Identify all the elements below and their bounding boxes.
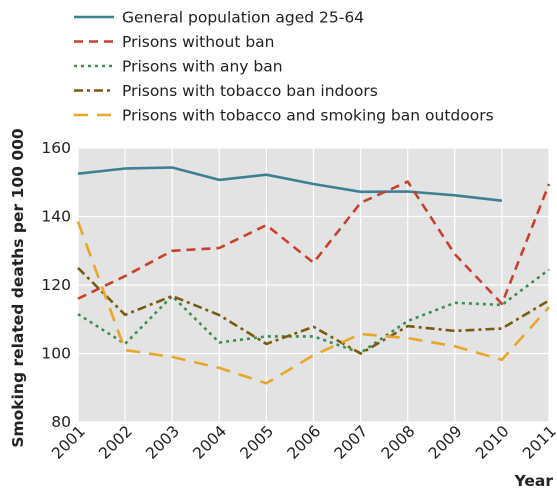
y-tick-label-120: 120 bbox=[41, 276, 71, 294]
series-lines bbox=[76, 166, 551, 385]
x-tick-label-2011: 2011 bbox=[519, 422, 557, 463]
y-tick-label-140: 140 bbox=[41, 208, 71, 226]
legend-label-prisons-without-ban: Prisons without ban bbox=[122, 33, 275, 51]
x-tick-label-2003: 2003 bbox=[142, 422, 183, 463]
x-axis-label: Year bbox=[514, 472, 554, 490]
y-axis-ticks: 80 100 120 140 160 bbox=[41, 139, 71, 431]
y-tick-label-100: 100 bbox=[41, 345, 71, 363]
x-axis-ticks: 2001 2002 2003 2004 2005 2006 2007 2008 2009 2010… bbox=[48, 422, 557, 463]
x-tick-label-2009: 2009 bbox=[425, 422, 466, 463]
gridlines bbox=[77, 147, 550, 423]
series-line-general-population-aged-25-64 bbox=[77, 166, 503, 202]
x-tick-label-2010: 2010 bbox=[472, 422, 513, 463]
legend-label-prisons-with-tobacco-ban-indoors: Prisons with tobacco ban indoors bbox=[122, 82, 378, 100]
y-axis-label: Smoking related deaths per 100 000 bbox=[9, 128, 27, 448]
series-line-prisons-without-ban bbox=[77, 180, 551, 306]
y-tick-label-80: 80 bbox=[51, 413, 71, 431]
legend-label-prisons-with-tobacco-and-smoking-ban-outdoors: Prisons with tobacco and smoking ban out… bbox=[122, 107, 494, 125]
series-line-prisons-with-any-ban bbox=[77, 268, 550, 355]
x-tick-label-2002: 2002 bbox=[95, 422, 136, 463]
x-tick-label-2004: 2004 bbox=[190, 422, 231, 463]
series-line-prisons-with-tobacco-ban-indoors bbox=[77, 266, 550, 355]
x-tick-label-2008: 2008 bbox=[378, 422, 419, 463]
x-tick-label-2005: 2005 bbox=[237, 422, 278, 463]
legend-label-prisons-with-any-ban: Prisons with any ban bbox=[122, 58, 283, 76]
legend: General population aged 25-64 Prisons wit… bbox=[74, 9, 494, 125]
x-tick-label-2007: 2007 bbox=[331, 422, 372, 463]
legend-label-general-population-aged-25-64: General population aged 25-64 bbox=[122, 9, 364, 27]
x-tick-label-2006: 2006 bbox=[284, 422, 325, 463]
series-line-prisons-with-tobacco-and-smoking-ban-outdoors bbox=[76, 221, 550, 385]
y-tick-label-160: 160 bbox=[41, 139, 71, 157]
